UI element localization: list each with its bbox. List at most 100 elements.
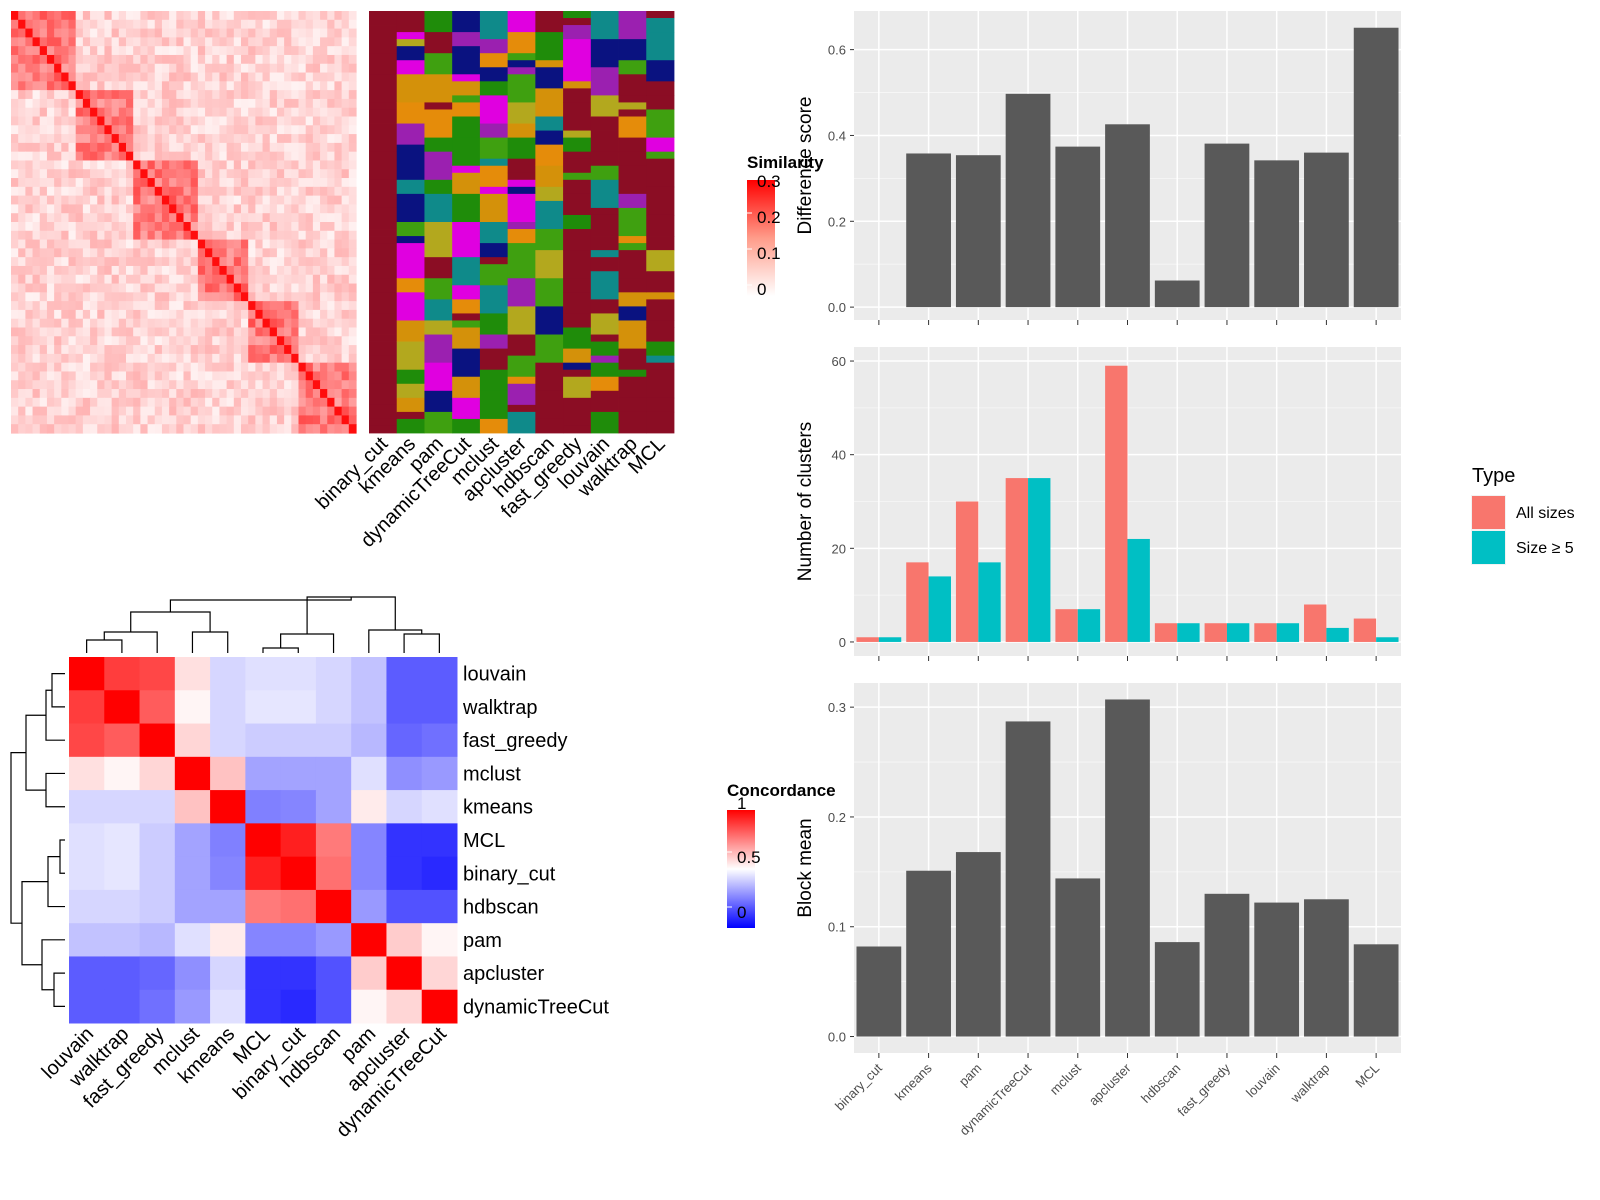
bar [1276, 623, 1300, 642]
concordance-row-label: pam [463, 930, 502, 952]
similarity-legend-tick: 0.2 [757, 208, 781, 227]
concordance-cell [139, 889, 176, 924]
bar [1055, 878, 1101, 1037]
similarity-cells [11, 11, 357, 434]
bar [1254, 623, 1277, 642]
bar [1028, 478, 1051, 642]
concordance-cell [210, 989, 246, 1024]
concordance-cell [351, 657, 387, 691]
bar [1204, 893, 1250, 1037]
bar [955, 155, 1001, 308]
similarity-legend-tick: 0.1 [757, 244, 781, 263]
concordance-cell [386, 856, 423, 891]
bar [1204, 623, 1227, 642]
annotation-column [590, 11, 619, 434]
concordance-legend-ticks: 10.50 [727, 794, 761, 922]
concordance-cell [245, 657, 282, 691]
concordance-cell [351, 856, 387, 891]
concordance-row-label: dynamicTreeCut [463, 996, 609, 1018]
concordance-cell [245, 756, 282, 791]
concordance-cell [174, 923, 211, 957]
concordance-cell [280, 723, 317, 758]
concordance-cell [421, 723, 458, 758]
concordance-cell [245, 790, 282, 824]
concordance-cell [174, 889, 211, 924]
bar [1005, 721, 1051, 1037]
bar [1177, 623, 1200, 642]
concordance-row-label: MCL [463, 830, 505, 852]
x-tick-label: mclust [1047, 1060, 1084, 1097]
concordance-cell [421, 956, 458, 991]
concordance-row-label: kmeans [463, 797, 533, 819]
concordance-cell [210, 823, 246, 858]
x-tick-label: kmeans [892, 1060, 935, 1103]
x-tick-label: apcluster [1086, 1060, 1134, 1108]
concordance-cell [210, 790, 246, 824]
concordance-cell [421, 923, 458, 957]
concordance-cell [280, 657, 317, 691]
concordance-cell [351, 790, 387, 824]
concordance-cell [174, 790, 211, 824]
y-axis-label: Number of clusters [795, 422, 816, 581]
concordance-cell [351, 690, 387, 725]
concordance-cell [139, 856, 176, 891]
concordance-cell [104, 723, 141, 758]
y-axis-label: Difference score [795, 97, 816, 235]
concordance-cell [139, 790, 176, 824]
bar [1304, 604, 1327, 642]
concordance-cell [69, 657, 105, 691]
concordance-row-label: louvain [463, 664, 526, 686]
column-dendrogram [86, 596, 440, 653]
x-tick-label: walktrap [1287, 1061, 1333, 1107]
concordance-cell [280, 989, 317, 1024]
concordance-cell [174, 823, 211, 858]
annotation-column [535, 11, 564, 434]
concordance-cell [386, 723, 423, 758]
concordance-cell [421, 823, 458, 858]
bar [1105, 699, 1150, 1037]
legend-swatch-size-ge-5 [1472, 531, 1505, 564]
concordance-cell [315, 723, 352, 758]
concordance-cell [210, 956, 246, 991]
annotation-column [396, 11, 425, 434]
concordance-cell [104, 956, 141, 991]
concordance-legend-tick: 1 [737, 794, 746, 813]
concordance-cell [280, 690, 317, 725]
x-tick-label: pam [956, 1061, 984, 1089]
bar [1204, 143, 1250, 308]
concordance-cell [421, 756, 458, 791]
concordance-cell [69, 690, 105, 725]
concordance-cell [315, 956, 352, 991]
type-legend-title: Type [1472, 465, 1515, 487]
row-dendrogram [10, 673, 65, 1007]
similarity-legend-colorbar [747, 180, 775, 296]
bar [1376, 637, 1399, 642]
concordance-cell [315, 823, 352, 858]
bar [1326, 627, 1349, 642]
concordance-cell [174, 690, 211, 725]
concordance-cell [386, 956, 423, 991]
bar [1226, 623, 1250, 642]
bar [1127, 538, 1150, 642]
concordance-row-label: hdbscan [463, 897, 539, 919]
concordance-cell [245, 989, 282, 1024]
concordance-cell [69, 956, 105, 991]
annotation-column [452, 11, 481, 434]
concordance-cell [421, 790, 458, 824]
concordance-cell [386, 790, 423, 824]
bar [1353, 618, 1377, 642]
concordance-cell [139, 989, 176, 1024]
x-tick-label: MCL [1352, 1061, 1382, 1091]
concordance-cell [210, 723, 246, 758]
bar [928, 576, 951, 642]
y-tick-label: 40 [832, 448, 846, 463]
concordance-cell [386, 657, 423, 691]
concordance-cell [351, 923, 387, 957]
bar [1005, 93, 1051, 308]
number-of-clusters-chart: 0 20 40 60 Number of clusters [795, 347, 1401, 661]
bar [1304, 152, 1349, 308]
bar [1154, 280, 1200, 308]
